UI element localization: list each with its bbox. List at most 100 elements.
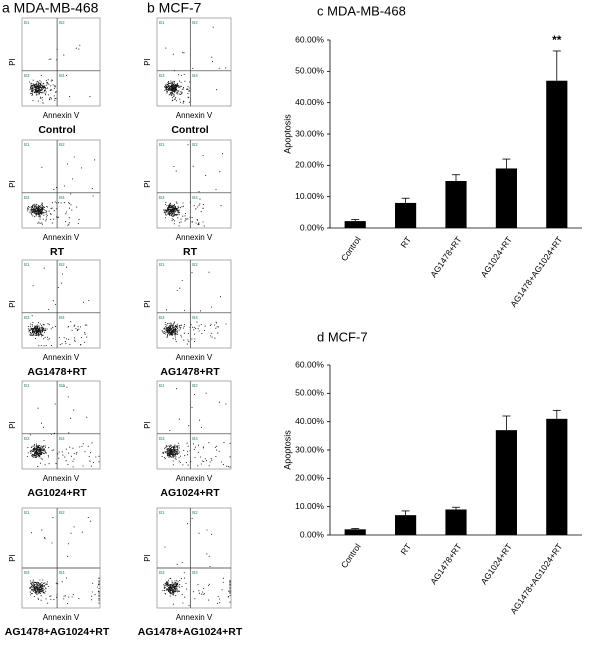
dot [33, 583, 35, 585]
dot [29, 580, 31, 582]
dot [176, 208, 178, 210]
dot [48, 447, 50, 449]
dot [53, 87, 55, 89]
dot [222, 464, 224, 466]
dot [170, 456, 172, 458]
dot [169, 327, 171, 329]
dot [39, 585, 41, 587]
dot [43, 582, 45, 584]
dot [187, 92, 189, 95]
dot [38, 81, 40, 83]
dot [211, 459, 213, 461]
dot [39, 453, 42, 456]
dot [43, 324, 45, 326]
quadrant-label: B3 [24, 195, 30, 200]
dot [41, 223, 43, 225]
dot [176, 331, 178, 333]
dot [171, 327, 173, 330]
dot [170, 450, 172, 452]
dot [172, 323, 175, 325]
dot [36, 83, 38, 85]
dot [29, 209, 31, 211]
dot [45, 211, 47, 213]
quadrant-label: B4 [59, 195, 65, 200]
dot [198, 325, 200, 327]
dot [41, 86, 43, 88]
dot [186, 450, 188, 452]
dot [31, 211, 33, 213]
x-axis-label: Annexin V [176, 474, 213, 483]
dot [177, 84, 179, 87]
dot [198, 592, 201, 594]
dot [167, 334, 169, 336]
flow-plot: B1 B2 B3 B4 PI Annexin V AG1478+RT [143, 259, 232, 378]
dot [172, 212, 174, 214]
dot [187, 218, 189, 220]
dot [31, 589, 33, 591]
dot [164, 321, 166, 324]
dot [30, 213, 32, 215]
dot [167, 205, 170, 207]
dot [40, 330, 42, 332]
quadrant-label: B4 [192, 73, 198, 78]
dot [171, 218, 173, 220]
dot [171, 455, 173, 457]
dot [61, 581, 63, 583]
dot [200, 211, 202, 213]
dot [33, 590, 35, 592]
dot [171, 215, 173, 217]
dot [191, 272, 193, 274]
dot [32, 83, 34, 85]
dot [169, 578, 171, 580]
dot [173, 321, 175, 323]
dot [208, 555, 210, 557]
dot [37, 331, 39, 334]
dot [179, 80, 181, 82]
dot [174, 81, 176, 83]
dot [55, 596, 57, 598]
dot [47, 602, 49, 604]
dot [40, 586, 42, 588]
dot [178, 210, 180, 212]
dot [38, 213, 40, 215]
dot [54, 97, 56, 100]
dot [54, 86, 56, 88]
dot [174, 444, 176, 446]
dot [43, 206, 45, 208]
dot [50, 433, 52, 435]
dot [175, 338, 177, 340]
dot [35, 325, 37, 327]
dot [40, 212, 42, 214]
dot [95, 456, 97, 458]
dot [33, 329, 35, 331]
dot [166, 324, 168, 326]
dot [183, 339, 185, 341]
dot [166, 584, 168, 586]
dot [172, 460, 174, 462]
dot [40, 331, 42, 333]
dot [182, 205, 185, 207]
dot [178, 460, 180, 462]
dot [31, 323, 33, 326]
dot [41, 202, 43, 204]
dot [41, 206, 43, 208]
dot [42, 579, 44, 581]
dot [34, 455, 36, 457]
dot [173, 70, 176, 72]
dot [188, 341, 190, 343]
dot [172, 329, 174, 331]
dot [166, 91, 168, 93]
dot [72, 447, 74, 449]
plot-frame [21, 259, 101, 349]
dot [34, 85, 36, 87]
dot [176, 453, 178, 455]
dot [29, 434, 31, 436]
dot [54, 201, 56, 203]
dot [98, 602, 100, 604]
dot [30, 92, 32, 95]
flow-plot: B1 B2 B3 B4 PI Annexin V AG1478+AG1024+RT [138, 507, 243, 638]
dot [30, 323, 32, 325]
dot [78, 48, 80, 50]
dot [90, 520, 92, 522]
dot [178, 445, 180, 447]
